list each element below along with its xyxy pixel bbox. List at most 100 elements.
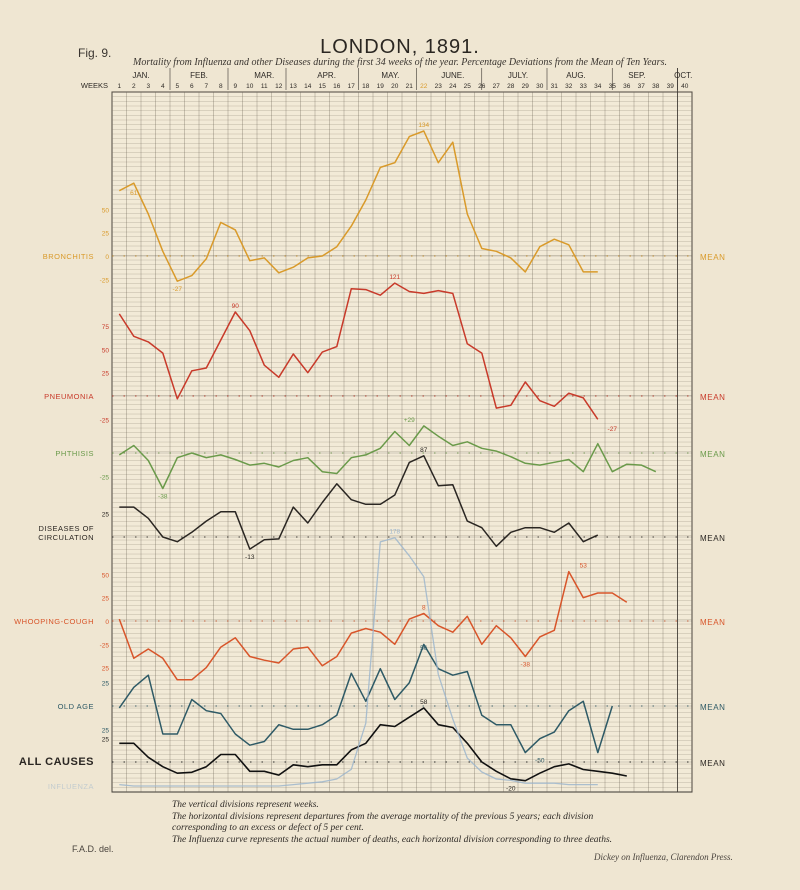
y-tick-label: 25	[102, 666, 110, 673]
x-tick-label: 34	[594, 83, 602, 90]
series-name-label: WHOOPING-COUGH	[14, 617, 94, 626]
y-tick-label: 75	[102, 324, 110, 331]
x-month-label: MAR.	[254, 71, 274, 80]
y-tick-label: 25	[102, 231, 110, 238]
x-tick-label: 29	[522, 83, 530, 90]
x-tick-label: 36	[623, 83, 631, 90]
series-name-label: OLD AGE	[58, 702, 94, 711]
data-label: -20	[506, 786, 516, 793]
x-tick-label: 39	[667, 83, 675, 90]
mean-label: MEAN	[700, 393, 726, 402]
series-name-label: BRONCHITIS	[43, 252, 94, 261]
x-tick-label: 14	[304, 83, 312, 90]
x-tick-label: 35	[609, 83, 617, 90]
y-tick-label: 25	[102, 727, 110, 734]
series-name-label: CIRCULATION	[38, 533, 94, 542]
x-tick-label: 21	[406, 83, 414, 90]
data-label: -38	[158, 493, 168, 500]
y-tick-label: -25	[100, 277, 110, 284]
x-tick-label: 23	[435, 83, 443, 90]
data-label: 178	[389, 529, 400, 536]
data-label: 56	[420, 645, 428, 652]
x-month-label: FEB.	[190, 71, 208, 80]
y-tick-label: -25	[100, 474, 110, 481]
x-tick-label: 6	[190, 83, 194, 90]
x-month-label: JULY.	[508, 71, 528, 80]
y-tick-label: 50	[102, 207, 110, 214]
data-label: 8	[422, 605, 426, 612]
x-tick-label: 10	[246, 83, 254, 90]
x-tick-label: 16	[333, 83, 341, 90]
mean-label: MEAN	[700, 253, 726, 262]
x-tick-label: 1	[117, 83, 121, 90]
x-tick-label: 5	[175, 83, 179, 90]
x-tick-label: 18	[362, 83, 370, 90]
data-label: -27	[608, 426, 618, 433]
y-tick-label: 0	[105, 254, 109, 261]
data-label: 61	[130, 190, 138, 197]
x-tick-label: 33	[580, 83, 588, 90]
data-label: 90	[232, 303, 240, 310]
x-tick-label: 40	[681, 83, 689, 90]
series-name-label: PNEUMONIA	[44, 392, 94, 401]
data-label: 121	[389, 274, 400, 281]
series-name-label: DISEASES OF	[38, 524, 94, 533]
x-tick-label: 19	[377, 83, 385, 90]
mean-label: MEAN	[700, 450, 726, 459]
y-tick-label: 50	[102, 572, 110, 579]
y-tick-label: -25	[100, 417, 110, 424]
mean-label: MEAN	[700, 759, 726, 768]
x-month-label: JAN.	[132, 71, 149, 80]
x-tick-label: 17	[348, 83, 356, 90]
y-tick-label: 25	[102, 737, 110, 744]
x-month-label: SEP.	[628, 71, 645, 80]
data-label: 134	[418, 122, 429, 129]
data-label: -50	[535, 758, 545, 765]
y-tick-label: 25	[102, 371, 110, 378]
x-tick-label: 37	[638, 83, 646, 90]
artist-credit: F.A.D. del.	[72, 844, 114, 854]
caption-line: corresponding to an excess or defect of …	[172, 823, 612, 835]
x-tick-label: 25	[464, 83, 472, 90]
data-label: -38	[521, 661, 531, 668]
y-tick-label: -25	[100, 642, 110, 649]
x-month-label: OCT.	[674, 71, 692, 80]
data-label: -13	[245, 554, 255, 561]
chart-caption: The vertical divisions represent weeks. …	[172, 800, 612, 846]
x-tick-label: 26	[478, 83, 486, 90]
x-tick-label: 7	[204, 83, 208, 90]
x-tick-label: 32	[565, 83, 573, 90]
caption-line: The horizontal divisions represent depar…	[172, 812, 612, 824]
data-label: 58	[420, 699, 428, 706]
x-tick-label: 11	[261, 83, 268, 90]
x-tick-label: 9	[233, 83, 237, 90]
series-name-label: ALL CAUSES	[19, 756, 94, 768]
data-label: +29	[404, 417, 415, 424]
x-tick-label: 3	[146, 83, 150, 90]
x-tick-label: 13	[290, 83, 298, 90]
x-tick-label: 38	[652, 83, 660, 90]
caption-line: The vertical divisions represent weeks.	[172, 800, 612, 812]
data-label: -27	[173, 286, 183, 293]
printer-credit: Dickey on Influenza, Clarendon Press.	[594, 852, 733, 862]
x-month-label: APR.	[317, 71, 336, 80]
x-tick-label: 31	[551, 83, 559, 90]
x-tick-label: 2	[132, 83, 136, 90]
y-tick-label: 25	[102, 512, 110, 519]
x-tick-label: 27	[493, 83, 501, 90]
x-tick-label: 20	[391, 83, 399, 90]
x-month-label: MAY.	[381, 71, 399, 80]
x-tick-label: 8	[219, 83, 223, 90]
x-tick-label: 15	[319, 83, 327, 90]
y-tick-label: 50	[102, 347, 110, 354]
series-name-label: PHTHISIS	[55, 449, 94, 458]
x-tick-label: 30	[536, 83, 544, 90]
y-tick-label: 25	[102, 681, 110, 688]
x-tick-label: 22	[420, 83, 428, 90]
x-tick-label: 24	[449, 83, 457, 90]
caption-line: The Influenza curve represents the actua…	[172, 835, 612, 847]
series-name-label: INFLUENZA	[48, 782, 94, 791]
x-tick-label: 28	[507, 83, 515, 90]
data-label: 53	[580, 563, 588, 570]
